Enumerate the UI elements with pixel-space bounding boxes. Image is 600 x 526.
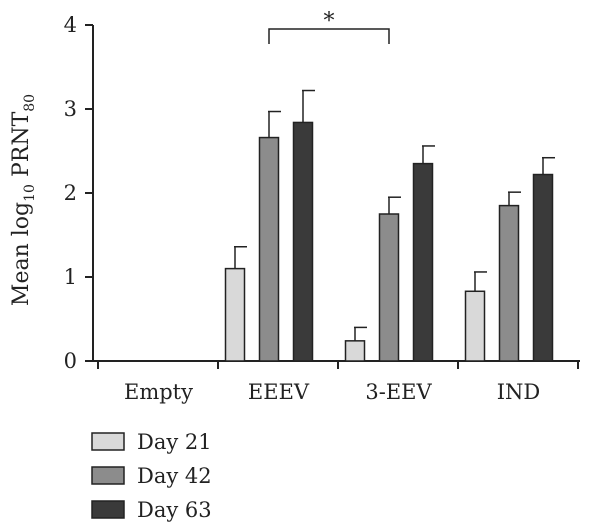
legend-swatch <box>91 432 125 451</box>
y-tick-label: 2 <box>64 181 77 205</box>
significance-line <box>268 28 390 44</box>
bar-day-63 <box>292 121 314 362</box>
y-axis-title-sub2: 80 <box>22 94 38 112</box>
bar-day-42 <box>378 213 400 362</box>
legend: Day 21 Day 42 Day 63 <box>91 430 212 522</box>
x-ticks: Empty EEEV 3-EEV IND <box>97 361 579 404</box>
y-tick-label: 0 <box>64 349 77 373</box>
legend-label: Day 42 <box>137 464 212 488</box>
y-axis-title-main: Mean log <box>9 202 34 306</box>
bar-day-42 <box>258 136 280 362</box>
x-tick-label: Empty <box>124 380 193 404</box>
x-tick-label: IND <box>497 380 541 404</box>
bar-day-42 <box>498 204 520 362</box>
y-tick-label: 4 <box>64 13 77 37</box>
legend-swatch <box>91 500 125 519</box>
legend-label: Day 63 <box>137 498 212 522</box>
x-tick-label: EEEV <box>248 380 310 404</box>
significance-label: * <box>324 9 335 34</box>
y-ticks: 0 1 2 3 4 <box>64 13 93 373</box>
y-tick-label: 1 <box>64 265 77 289</box>
y-axis-title-tail: PRNT <box>9 111 34 184</box>
bar-day-21 <box>224 267 246 362</box>
y-tick-label: 3 <box>64 97 77 121</box>
bar-day-21 <box>344 340 366 362</box>
bar-day-63 <box>412 162 434 362</box>
y-axis-title: Mean log10 PRNT80 <box>9 94 38 306</box>
y-axis-title-sub: 10 <box>22 184 38 202</box>
bar-day-21 <box>464 290 486 362</box>
x-tick-label: 3-EEV <box>365 380 432 404</box>
error-bars <box>234 89 555 341</box>
significance-bracket: * <box>268 9 390 44</box>
bars <box>224 121 554 362</box>
legend-label: Day 21 <box>137 430 212 454</box>
legend-swatch <box>91 466 125 485</box>
bar-day-63 <box>532 173 554 362</box>
